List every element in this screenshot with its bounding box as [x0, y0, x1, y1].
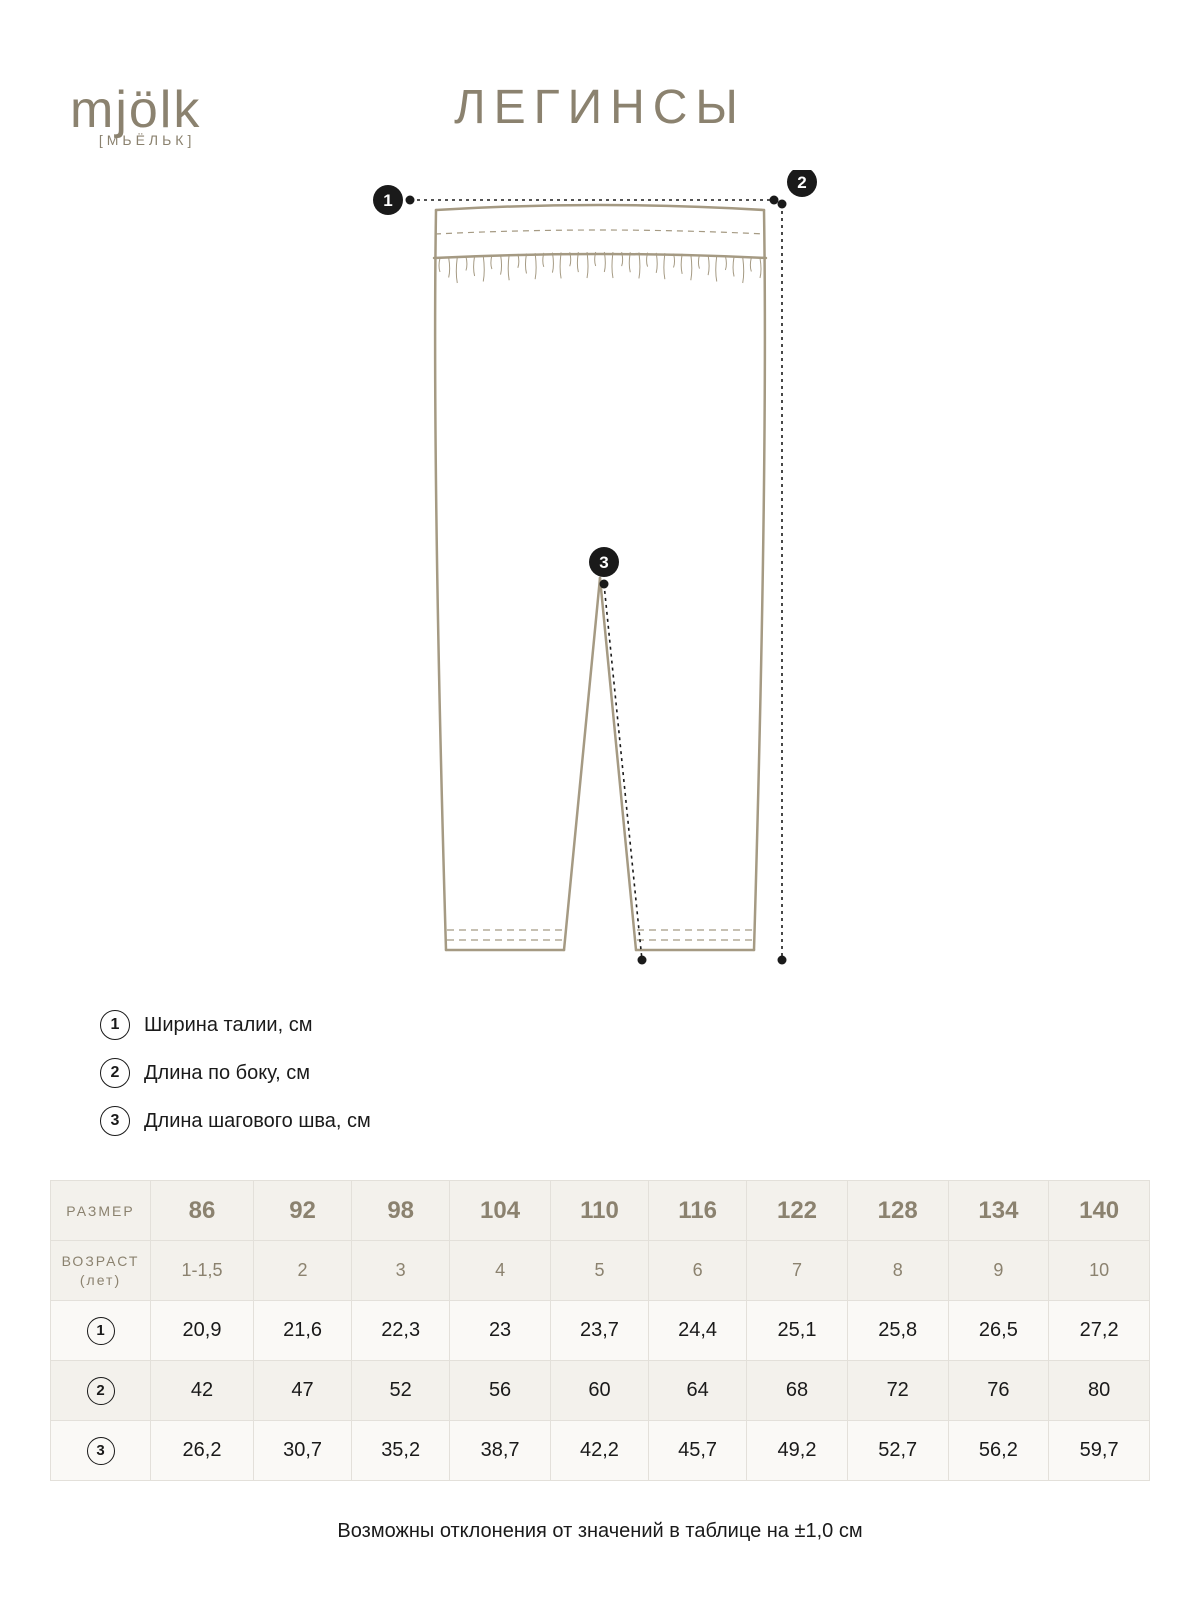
- table-header-size: РАЗМЕР: [51, 1181, 151, 1241]
- table-value-cell: 25,1: [747, 1301, 848, 1361]
- table-value-cell: 76: [948, 1361, 1049, 1421]
- table-age-cell: 8: [847, 1241, 948, 1301]
- table-size-cell: 110: [550, 1181, 648, 1241]
- measurement-legend: 1 Ширина талии, см 2 Длина по боку, см 3 Длин…: [100, 1010, 371, 1154]
- table-age-cell: 9: [948, 1241, 1049, 1301]
- table-age-cell: 1-1,5: [151, 1241, 254, 1301]
- legend-row: 3 Длина шагового шва, см: [100, 1106, 371, 1136]
- table-value-cell: 42: [151, 1361, 254, 1421]
- legend-row: 1 Ширина талии, см: [100, 1010, 371, 1040]
- table-header-age: ВОЗРАСТ(лет): [51, 1241, 151, 1301]
- table-value-cell: 20,9: [151, 1301, 254, 1361]
- table-value-cell: 80: [1049, 1361, 1150, 1421]
- table-age-cell: 7: [747, 1241, 848, 1301]
- legend-row: 2 Длина по боку, см: [100, 1058, 371, 1088]
- table-value-cell: 47: [254, 1361, 352, 1421]
- table-size-cell: 86: [151, 1181, 254, 1241]
- table-row-marker: 3: [51, 1421, 151, 1481]
- legend-label: Ширина талии, см: [144, 1014, 312, 1037]
- table-value-cell: 21,6: [254, 1301, 352, 1361]
- table-value-cell: 56,2: [948, 1421, 1049, 1481]
- table-size-cell: 104: [450, 1181, 551, 1241]
- svg-text:1: 1: [383, 191, 392, 210]
- table-value-cell: 64: [649, 1361, 747, 1421]
- table-size-cell: 134: [948, 1181, 1049, 1241]
- table-value-cell: 26,5: [948, 1301, 1049, 1361]
- table-age-cell: 2: [254, 1241, 352, 1301]
- table-size-cell: 128: [847, 1181, 948, 1241]
- table-value-cell: 23,7: [550, 1301, 648, 1361]
- table-age-cell: 3: [352, 1241, 450, 1301]
- table-value-cell: 52: [352, 1361, 450, 1421]
- table-value-cell: 42,2: [550, 1421, 648, 1481]
- table-value-cell: 68: [747, 1361, 848, 1421]
- table-row-marker: 1: [51, 1301, 151, 1361]
- table-value-cell: 72: [847, 1361, 948, 1421]
- legend-label: Длина по боку, см: [144, 1062, 310, 1085]
- table-value-cell: 49,2: [747, 1421, 848, 1481]
- table-value-cell: 22,3: [352, 1301, 450, 1361]
- table-value-cell: 60: [550, 1361, 648, 1421]
- table-value-cell: 26,2: [151, 1421, 254, 1481]
- table-value-cell: 38,7: [450, 1421, 551, 1481]
- legend-marker: 1: [100, 1010, 130, 1040]
- legend-label: Длина шагового шва, см: [144, 1110, 371, 1133]
- table-size-cell: 140: [1049, 1181, 1150, 1241]
- table-size-cell: 116: [649, 1181, 747, 1241]
- table-value-cell: 24,4: [649, 1301, 747, 1361]
- table-value-cell: 52,7: [847, 1421, 948, 1481]
- table-value-cell: 27,2: [1049, 1301, 1150, 1361]
- table-value-cell: 56: [450, 1361, 551, 1421]
- legend-marker: 2: [100, 1058, 130, 1088]
- legend-marker: 3: [100, 1106, 130, 1136]
- table-value-cell: 30,7: [254, 1421, 352, 1481]
- svg-text:2: 2: [797, 173, 806, 192]
- table-age-cell: 4: [450, 1241, 551, 1301]
- table-value-cell: 35,2: [352, 1421, 450, 1481]
- page-title: ЛЕГИНСЫ: [0, 80, 1200, 135]
- table-value-cell: 45,7: [649, 1421, 747, 1481]
- svg-text:3: 3: [599, 553, 608, 572]
- table-value-cell: 23: [450, 1301, 551, 1361]
- table-age-cell: 5: [550, 1241, 648, 1301]
- table-footnote: Возможны отклонения от значений в таблиц…: [0, 1520, 1200, 1543]
- table-row-marker: 2: [51, 1361, 151, 1421]
- table-age-cell: 6: [649, 1241, 747, 1301]
- garment-diagram: 1 2 3: [0, 170, 1200, 985]
- size-chart-table: РАЗМЕР869298104110116122128134140ВОЗРАСТ…: [50, 1180, 1150, 1481]
- table-age-cell: 10: [1049, 1241, 1150, 1301]
- table-size-cell: 98: [352, 1181, 450, 1241]
- table-value-cell: 59,7: [1049, 1421, 1150, 1481]
- table-value-cell: 25,8: [847, 1301, 948, 1361]
- table-size-cell: 92: [254, 1181, 352, 1241]
- table-size-cell: 122: [747, 1181, 848, 1241]
